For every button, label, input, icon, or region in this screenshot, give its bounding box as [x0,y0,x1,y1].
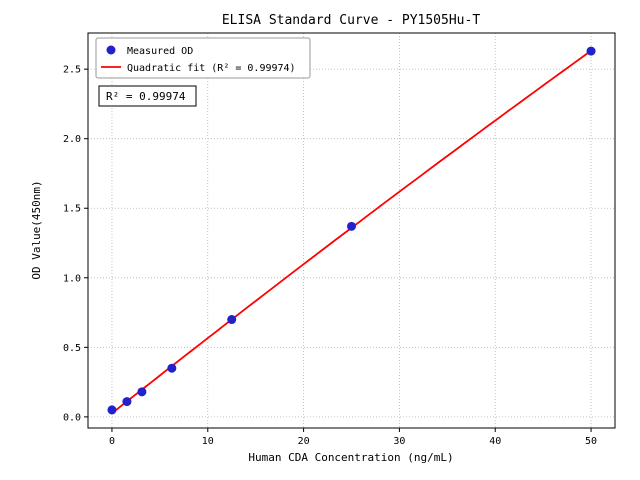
r-squared-annotation: R² = 0.99974 [98,85,197,107]
data-point [122,397,132,407]
data-point [137,387,147,397]
legend: Measured OD Quadratic fit (R² = 0.99974) [95,37,311,79]
y-tick-label: 1.5 [63,204,81,215]
y-axis-label: OD Value(450nm) [30,180,43,279]
x-tick-label: 40 [489,436,501,447]
axis-ticks: 0 10 20 30 40 50 0.0 0.5 1.0 1.5 2.0 2.5 [63,65,597,447]
x-tick-label: 10 [202,436,214,447]
x-tick-label: 50 [585,436,597,447]
x-tick-label: 0 [109,436,115,447]
y-tick-label: 2.5 [63,65,81,76]
x-axis-label: Human CDA Concentration (ng/mL) [248,451,453,464]
legend-box [95,37,311,79]
legend-measured-od-marker-icon [106,45,116,55]
data-points [107,46,596,415]
x-tick-label: 20 [298,436,310,447]
plot-frame [87,32,616,429]
chart-title: ELISA Standard Curve - PY1505Hu-T [222,13,480,28]
y-tick-label: 0.5 [63,343,81,354]
annotation-box [98,85,197,107]
legend-label-quadratic-fit: Quadratic fit (R² = 0.99974) [127,63,296,74]
annotation-text: R² = 0.99974 [106,90,186,103]
data-point [227,315,237,325]
y-tick-label: 0.0 [63,412,81,423]
plot-area: 0 10 20 30 40 50 0.0 0.5 1.0 1.5 2.0 2.5 [63,32,616,447]
y-tick-label: 1.0 [63,273,81,284]
data-point [167,363,177,373]
legend-label-measured-od: Measured OD [127,46,193,57]
data-point [347,221,356,231]
x-tick-label: 30 [393,436,405,447]
y-tick-label: 2.0 [63,134,81,145]
data-point [107,405,117,415]
data-point [586,46,596,56]
